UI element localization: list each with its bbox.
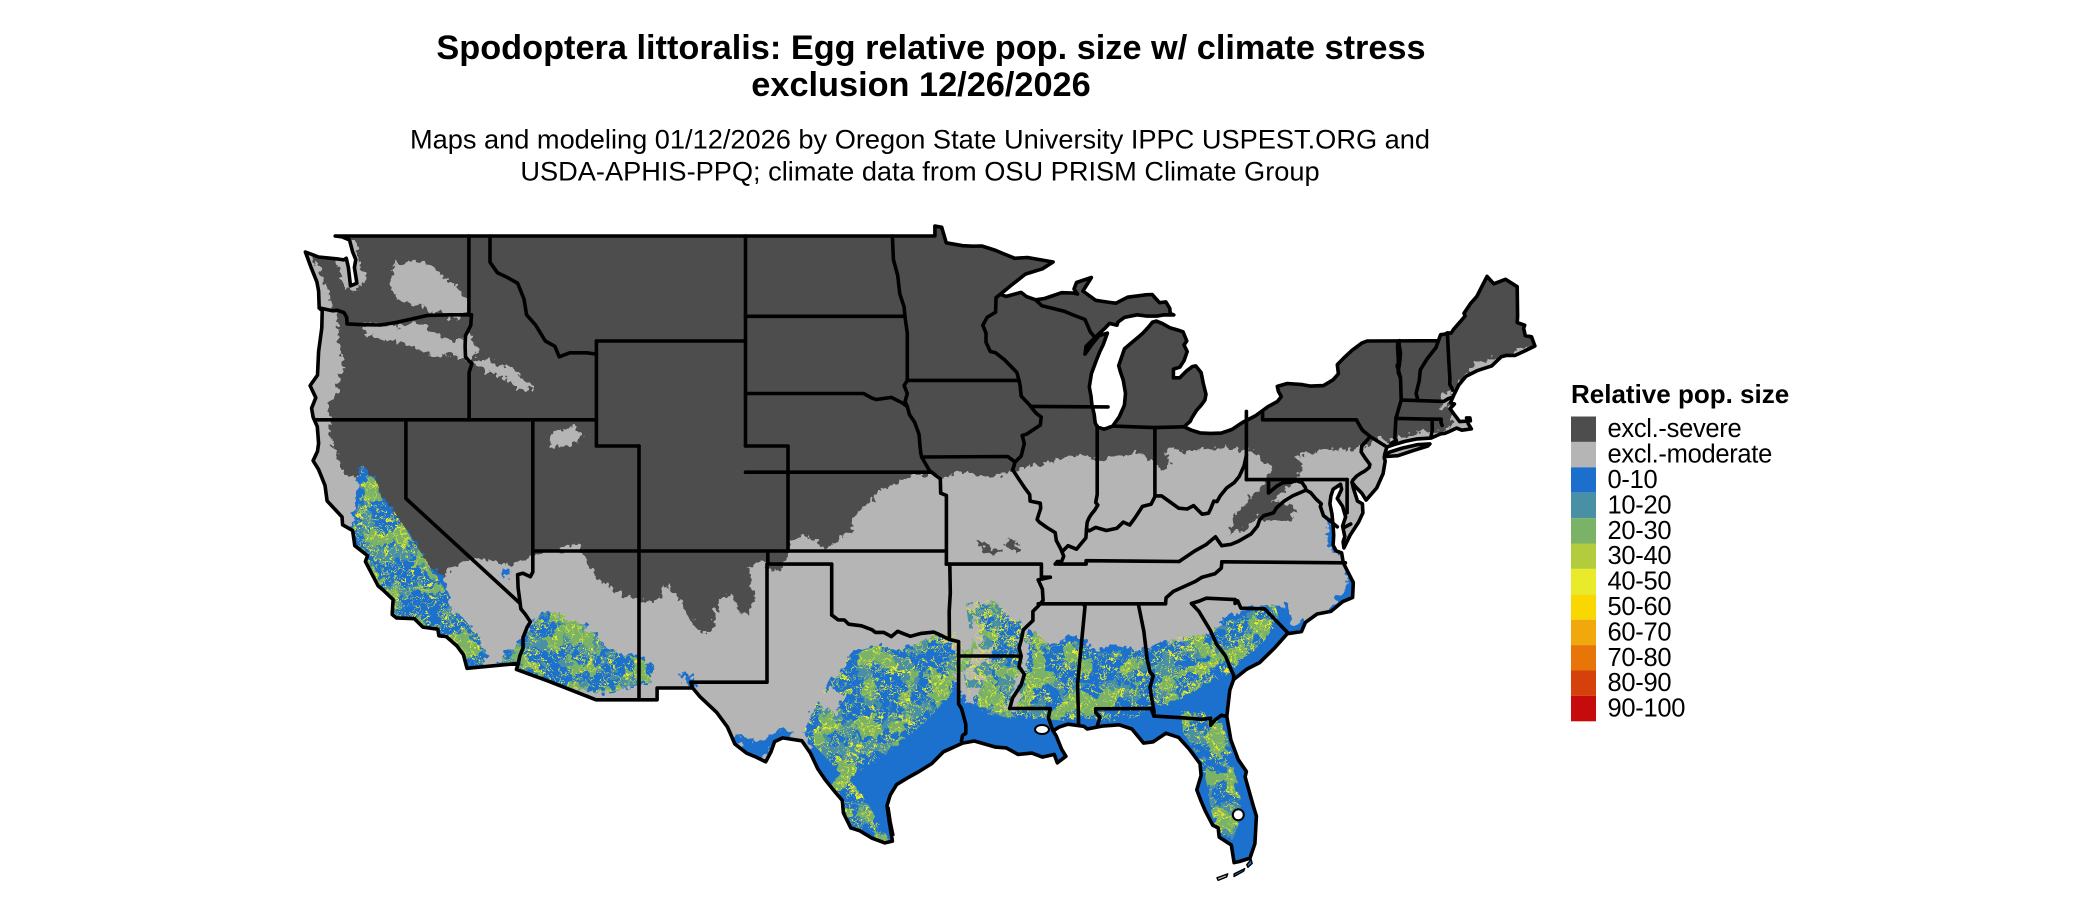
svg-text:Spodoptera littoralis: Egg rel: Spodoptera littoralis: Egg relative pop.… (436, 29, 1425, 67)
svg-text:80-90: 80-90 (1608, 669, 1672, 697)
svg-text:excl.-severe: excl.-severe (1608, 415, 1742, 443)
svg-text:0-10: 0-10 (1608, 466, 1658, 494)
svg-text:excl.-moderate: excl.-moderate (1608, 441, 1773, 469)
svg-text:exclusion 12/26/2026: exclusion 12/26/2026 (751, 66, 1090, 104)
svg-text:30-40: 30-40 (1608, 542, 1672, 570)
svg-text:60-70: 60-70 (1608, 618, 1672, 646)
svg-text:40-50: 40-50 (1608, 568, 1672, 596)
svg-text:Maps and modeling 01/12/2026 b: Maps and modeling 01/12/2026 by Oregon S… (410, 124, 1430, 155)
svg-text:90-100: 90-100 (1608, 695, 1686, 723)
svg-text:USDA-APHIS-PPQ; climate data f: USDA-APHIS-PPQ; climate data from OSU PR… (520, 156, 1319, 187)
svg-text:70-80: 70-80 (1608, 644, 1672, 672)
svg-text:Relative pop. size: Relative pop. size (1571, 379, 1789, 409)
svg-text:20-30: 20-30 (1608, 517, 1672, 545)
svg-text:10-20: 10-20 (1608, 491, 1672, 519)
svg-text:50-60: 50-60 (1608, 593, 1672, 621)
